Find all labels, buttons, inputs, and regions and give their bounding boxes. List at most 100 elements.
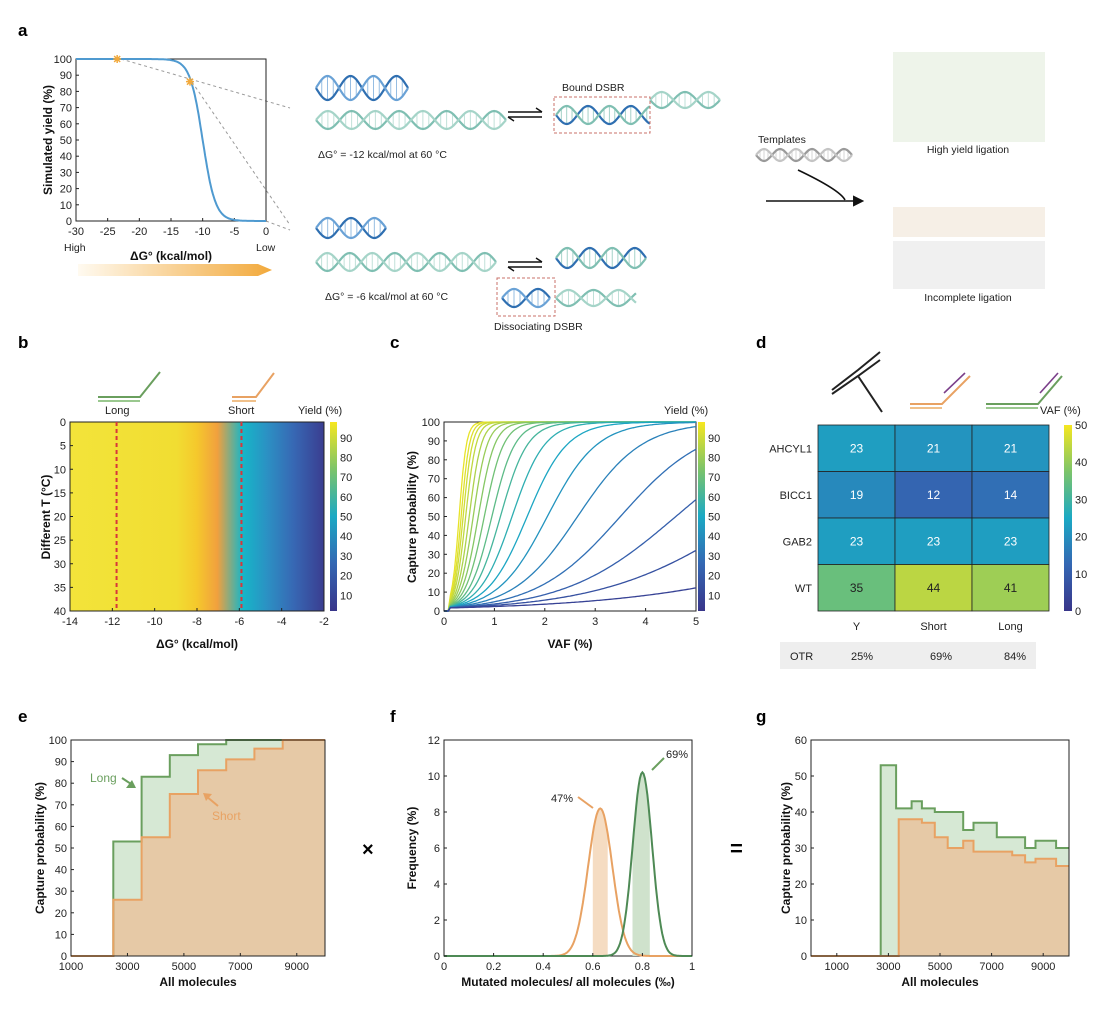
heatmap-cell bbox=[971, 471, 1050, 519]
template-helix-icon bbox=[555, 288, 637, 308]
equilibrium-arrows-icon bbox=[507, 257, 543, 272]
colorbar-tick-label: 40 bbox=[340, 531, 352, 543]
y-tick-label: 50 bbox=[428, 512, 440, 524]
heatmap-cell-value: 21 bbox=[1004, 441, 1018, 455]
curve-marker bbox=[186, 77, 194, 86]
x-tick-label: -14 bbox=[62, 616, 78, 628]
x-tick-label: -20 bbox=[131, 226, 147, 238]
colorbar-tick-label: 60 bbox=[708, 492, 720, 504]
x-tick-label: 0.6 bbox=[585, 961, 600, 973]
panel-g-xlabel: All molecules bbox=[901, 975, 979, 989]
capture-curve bbox=[444, 425, 697, 612]
heatmap-cell-value: 23 bbox=[850, 441, 864, 455]
dissociating-helix-icon bbox=[501, 287, 551, 309]
short-pointer-head bbox=[203, 793, 212, 801]
x-tick-label: 2 bbox=[542, 616, 548, 628]
y-tick-label: 10 bbox=[55, 929, 67, 941]
short-probe-icon bbox=[910, 372, 971, 409]
colorbar-tick-label: 70 bbox=[340, 472, 352, 484]
y-tick-label: 50 bbox=[55, 843, 67, 855]
colorbar-tick-label: 90 bbox=[340, 433, 352, 445]
heatmap-row-label: GAB2 bbox=[783, 536, 812, 548]
short-probe-label: Short bbox=[228, 405, 254, 417]
y-tick-label: 0 bbox=[801, 951, 807, 963]
x-tick-label: -6 bbox=[234, 616, 244, 628]
y-tick-label: 20 bbox=[60, 184, 72, 196]
x-tick-label: -12 bbox=[104, 616, 120, 628]
short-step-line bbox=[811, 818, 1069, 957]
x-tick-label: -8 bbox=[192, 616, 202, 628]
y-tick-label: 12 bbox=[428, 735, 440, 747]
equals-operator: = bbox=[730, 836, 743, 861]
x-tick-label: -10 bbox=[147, 616, 163, 628]
y-tick-label: 30 bbox=[55, 886, 67, 898]
x-tick-label: 1000 bbox=[825, 961, 849, 973]
y-tick-label: 70 bbox=[428, 474, 440, 486]
high-label: High bbox=[64, 242, 86, 254]
heatmap-cell-value: 23 bbox=[1004, 534, 1018, 548]
panel-a-xlabel: ΔG° (kcal/mol) bbox=[130, 249, 212, 263]
dsbr-helix-icon bbox=[315, 74, 409, 102]
panel-f-ylabel: Frequency (%) bbox=[405, 807, 419, 890]
y-adapter-icon bbox=[831, 351, 883, 413]
heatmap-cell-value: 23 bbox=[850, 534, 864, 548]
panel-f-xlabel: Mutated molecules/ all molecules (‰) bbox=[461, 975, 674, 989]
panel-f-frame bbox=[443, 739, 693, 957]
incomplete-label: Incomplete ligation bbox=[924, 292, 1012, 304]
x-tick-label: 7000 bbox=[979, 961, 1003, 973]
y-tick-label: 60 bbox=[55, 821, 67, 833]
dsbr-helix-icon bbox=[315, 216, 387, 240]
x-tick-label: -15 bbox=[163, 226, 179, 238]
x-tick-label: -5 bbox=[229, 226, 239, 238]
panel-e-xlabel: All molecules bbox=[159, 975, 237, 989]
panel-d-colorbar-label: VAF (%) bbox=[1040, 405, 1081, 417]
panel-b-xlabel: ΔG° (kcal/mol) bbox=[156, 637, 238, 651]
heatmap-row-label: WT bbox=[795, 583, 812, 595]
y-tick-label: 10 bbox=[54, 464, 66, 476]
x-tick-label: 1000 bbox=[59, 961, 83, 973]
templates-label: Templates bbox=[758, 134, 806, 146]
high-yield-label: High yield ligation bbox=[927, 144, 1009, 156]
panel-label-c: c bbox=[390, 333, 399, 352]
long-percent-annotation: 69% bbox=[666, 749, 688, 761]
x-tick-label: 0.8 bbox=[635, 961, 650, 973]
y-tick-label: 90 bbox=[60, 70, 72, 82]
colorbar-tick-label: 70 bbox=[708, 472, 720, 484]
panel-label-e: e bbox=[18, 707, 27, 726]
panel-label-g: g bbox=[756, 707, 766, 726]
dissociating-dsbr-box bbox=[496, 277, 556, 317]
colorbar-tick-label: 20 bbox=[340, 571, 352, 583]
y-tick-label: 80 bbox=[55, 778, 67, 790]
high-yield-box bbox=[893, 52, 1045, 142]
x-tick-label: 3 bbox=[592, 616, 598, 628]
y-tick-label: 8 bbox=[434, 807, 440, 819]
short-percent-annotation: 47% bbox=[551, 793, 573, 805]
bound-dsbr-label: Bound DSBR bbox=[562, 82, 625, 94]
y-tick-label: 0 bbox=[66, 216, 72, 228]
y-tick-label: 50 bbox=[60, 135, 72, 147]
capture-curve bbox=[444, 421, 696, 612]
template-helix-icon bbox=[649, 90, 721, 110]
long-probe-label: Long bbox=[105, 405, 129, 417]
otr-row-bg bbox=[780, 642, 1036, 669]
panel-b-colorbar bbox=[330, 422, 337, 611]
panel-label-f: f bbox=[390, 707, 396, 726]
otr-value-short: 69% bbox=[930, 651, 952, 663]
y-tick-label: 40 bbox=[60, 151, 72, 163]
heatmap-cell bbox=[971, 424, 1050, 472]
otr-label: OTR bbox=[790, 651, 813, 663]
heatmap-cell bbox=[894, 471, 973, 519]
y-tick-label: 20 bbox=[795, 879, 807, 891]
panel-e-ylabel: Capture probability (%) bbox=[33, 782, 47, 914]
heatmap-cell-value: 21 bbox=[927, 441, 941, 455]
curve-marker bbox=[113, 55, 122, 63]
panel-e-chart: 1000 3000 5000 7000 9000 0 10 20 30 40 50 60 70 80 90 1… bbox=[33, 735, 326, 989]
zoom-guide-line bbox=[191, 81, 291, 226]
panel-a-chart: -30 -25 -20 -15 -10 -5 01009080706050403020100… bbox=[41, 54, 291, 276]
otr-value-long: 84% bbox=[1004, 651, 1026, 663]
template-join-arrow bbox=[797, 169, 846, 201]
short-area bbox=[811, 819, 1069, 956]
x-tick-label: -2 bbox=[319, 616, 329, 628]
heatmap-cell-value: 41 bbox=[1004, 581, 1018, 595]
